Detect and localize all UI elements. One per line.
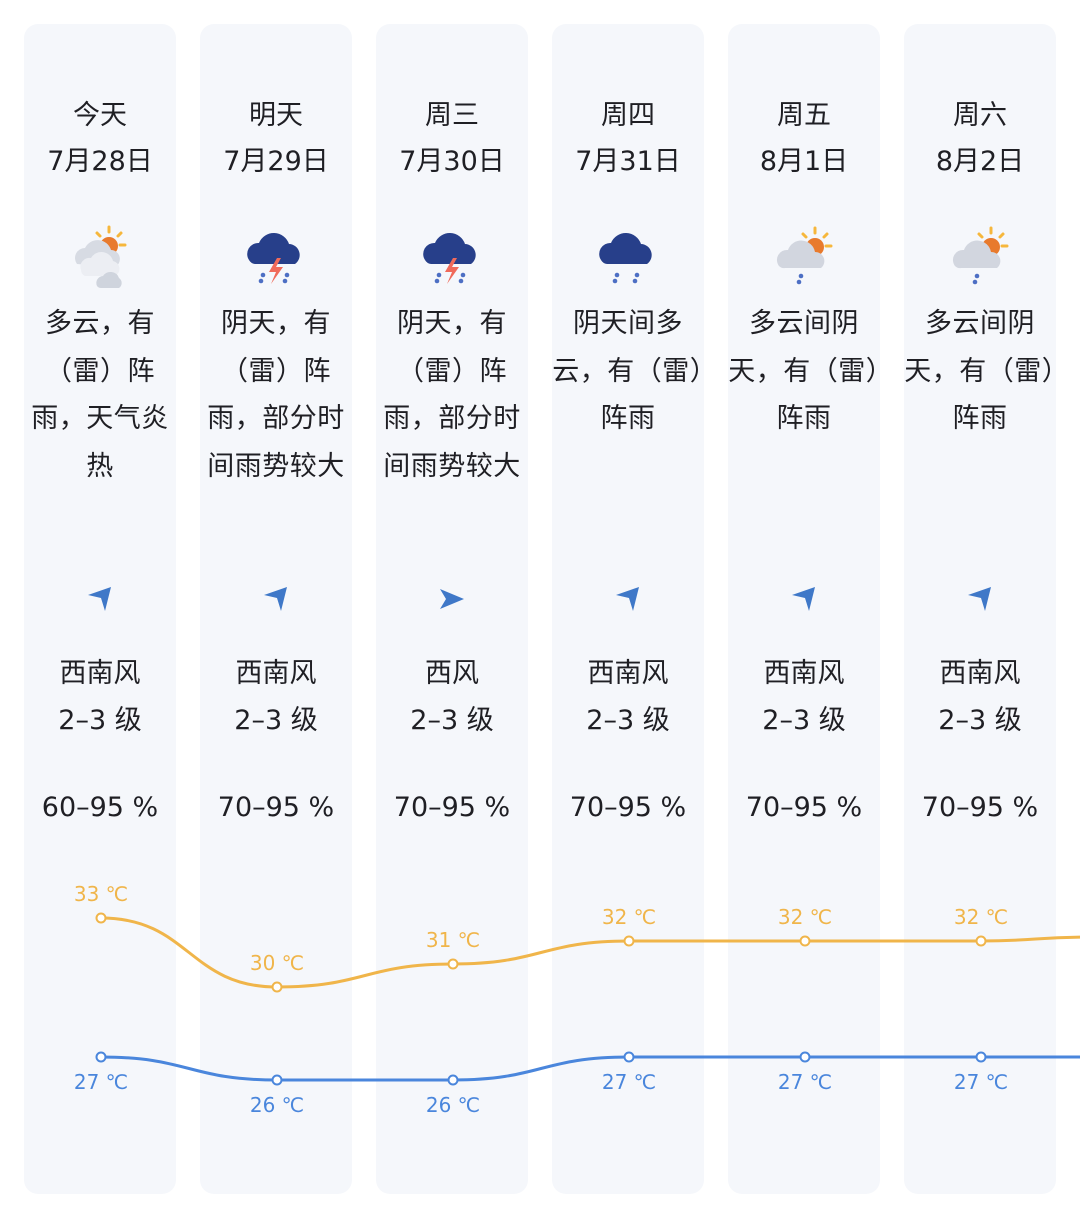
weather-description: 多云，有（雷）阵雨，天气炎热 bbox=[31, 308, 169, 482]
date-label: 7月31日 bbox=[575, 146, 681, 177]
wind-direction-icon bbox=[616, 587, 639, 611]
wind-level: 2–3 级 bbox=[410, 705, 494, 736]
wind-direction-icon bbox=[792, 587, 815, 611]
forecast-day-column[interactable]: 周五 8月1日 多云间阴天，有（雷）阵雨 西南风 2–3 级 70–95 % bbox=[728, 24, 880, 1194]
wind-direction: 西南风 bbox=[235, 658, 317, 689]
wind-direction-icon bbox=[440, 589, 464, 609]
forecast-day-column[interactable]: 周六 8月2日 多云间阴天，有（雷）阵雨 西南风 2–3 级 70–95 % bbox=[904, 24, 1056, 1194]
day-label: 周六 bbox=[953, 100, 1007, 131]
wind-level: 2–3 级 bbox=[762, 705, 846, 736]
weather-description: 阴天，有（雷）阵雨，部分时间雨势较大 bbox=[383, 308, 521, 482]
weather-description: 多云间阴天，有（雷）阵雨 bbox=[904, 308, 1056, 434]
weather-description: 多云间阴天，有（雷）阵雨 bbox=[728, 308, 880, 434]
date-label: 8月2日 bbox=[935, 146, 1025, 177]
forecast-day-column[interactable]: 周四 7月31日 阴天间多云，有（雷）阵雨 西南风 2–3 级 70–95 % bbox=[552, 24, 704, 1194]
date-label: 8月1日 bbox=[759, 146, 849, 177]
sun-cloud-rain-icon bbox=[776, 226, 833, 285]
weather-description: 阴天，有（雷）阵雨，部分时间雨势较大 bbox=[207, 308, 345, 482]
wind-level: 2–3 级 bbox=[234, 705, 318, 736]
wind-direction-icon bbox=[968, 587, 991, 611]
weather-description: 阴天间多云，有（雷）阵雨 bbox=[552, 308, 704, 434]
humidity: 60–95 % bbox=[41, 792, 159, 823]
date-label: 7月30日 bbox=[399, 146, 505, 177]
wind-direction-icon bbox=[264, 587, 287, 611]
cloud-rain-icon bbox=[599, 233, 652, 284]
sun-cloud-rain-icon bbox=[952, 226, 1009, 285]
day-label: 周四 bbox=[601, 100, 655, 131]
humidity: 70–95 % bbox=[569, 792, 687, 823]
day-label: 明天 bbox=[249, 100, 303, 131]
forecast-day-column[interactable]: 周三 7月30日 阴天，有（雷）阵雨，部分时间雨势较大 西风 2–3 级 70–… bbox=[376, 24, 528, 1194]
wind-level: 2–3 级 bbox=[938, 705, 1022, 736]
day-label: 今天 bbox=[73, 100, 127, 131]
wind-direction: 西南风 bbox=[59, 658, 141, 689]
date-label: 7月29日 bbox=[223, 146, 329, 177]
humidity: 70–95 % bbox=[217, 792, 335, 823]
wind-direction-icon bbox=[88, 587, 111, 611]
forecast-day-column[interactable]: 明天 7月29日 阴天，有（雷）阵雨，部分时间雨势较大 西南风 2–3 级 70… bbox=[200, 24, 352, 1194]
day-label: 周三 bbox=[425, 100, 479, 131]
thunderstorm-icon bbox=[247, 233, 300, 284]
sun-cloud-rain-icon bbox=[75, 225, 127, 288]
wind-direction: 西南风 bbox=[939, 658, 1021, 689]
wind-direction: 西南风 bbox=[587, 658, 669, 689]
humidity: 70–95 % bbox=[745, 792, 863, 823]
date-label: 7月28日 bbox=[47, 146, 153, 177]
humidity: 70–95 % bbox=[921, 792, 1039, 823]
wind-level: 2–3 级 bbox=[58, 705, 142, 736]
thunderstorm-icon bbox=[423, 233, 476, 284]
forecast-day-column[interactable]: 今天 7月28日 多云，有（雷）阵雨，天气炎热 西南风 2–3 级 60–95 … bbox=[24, 24, 176, 1194]
wind-direction: 西风 bbox=[425, 658, 479, 689]
wind-level: 2–3 级 bbox=[586, 705, 670, 736]
wind-direction: 西南风 bbox=[763, 658, 845, 689]
humidity: 70–95 % bbox=[393, 792, 511, 823]
day-label: 周五 bbox=[777, 100, 831, 131]
